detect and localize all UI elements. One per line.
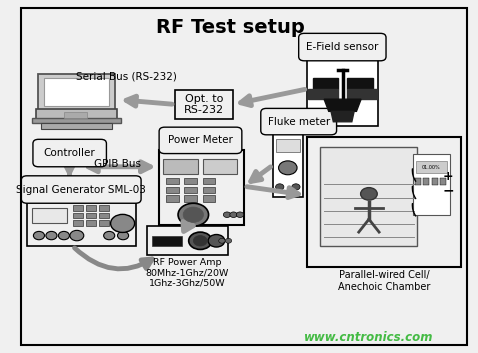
Text: Power Meter: Power Meter (168, 135, 233, 145)
Text: Parallel-wired Cell/
Anechoic Chamber: Parallel-wired Cell/ Anechoic Chamber (338, 270, 430, 292)
Text: www.cntronics.com: www.cntronics.com (304, 330, 434, 343)
Text: −: − (443, 184, 454, 197)
Bar (184, 178, 197, 184)
Circle shape (208, 234, 225, 247)
Circle shape (276, 184, 284, 190)
Bar (99, 205, 109, 210)
Circle shape (70, 231, 84, 241)
FancyBboxPatch shape (306, 137, 461, 267)
Circle shape (189, 232, 212, 250)
Polygon shape (308, 89, 338, 99)
Text: Fluke meter: Fluke meter (268, 116, 330, 127)
FancyBboxPatch shape (22, 176, 141, 203)
Text: GPIB Bus: GPIB Bus (94, 159, 141, 169)
Polygon shape (347, 89, 377, 99)
FancyBboxPatch shape (33, 139, 107, 167)
Circle shape (230, 212, 237, 217)
FancyBboxPatch shape (147, 226, 228, 255)
Bar (99, 220, 109, 226)
Bar (432, 178, 438, 185)
Bar (73, 220, 83, 226)
Text: +: + (443, 170, 454, 183)
Bar (165, 187, 178, 193)
FancyBboxPatch shape (33, 208, 67, 223)
Bar (165, 195, 178, 202)
Bar (86, 213, 96, 218)
Circle shape (193, 235, 207, 246)
Bar (203, 187, 216, 193)
Text: E-Field sensor: E-Field sensor (306, 42, 379, 52)
Circle shape (236, 212, 244, 217)
Bar (203, 178, 216, 184)
FancyBboxPatch shape (175, 90, 233, 119)
FancyBboxPatch shape (159, 150, 244, 225)
Bar (99, 213, 109, 218)
FancyBboxPatch shape (33, 118, 121, 123)
Bar (86, 220, 96, 226)
Bar (203, 195, 216, 202)
Text: Opt. to
RS-232: Opt. to RS-232 (184, 94, 224, 115)
FancyBboxPatch shape (203, 159, 237, 174)
FancyBboxPatch shape (273, 133, 303, 197)
Bar (73, 213, 83, 218)
Circle shape (58, 232, 69, 240)
Circle shape (225, 238, 232, 243)
Bar (424, 178, 429, 185)
FancyBboxPatch shape (415, 161, 447, 173)
Text: 01.00%: 01.00% (422, 164, 441, 170)
Bar (86, 205, 96, 210)
Text: Signal Generator SML-03: Signal Generator SML-03 (16, 185, 146, 195)
FancyBboxPatch shape (44, 78, 109, 106)
Circle shape (33, 232, 44, 240)
FancyBboxPatch shape (299, 33, 386, 61)
Bar (73, 205, 83, 210)
Circle shape (110, 214, 135, 232)
FancyBboxPatch shape (307, 58, 378, 126)
FancyBboxPatch shape (276, 139, 300, 152)
FancyBboxPatch shape (261, 108, 337, 135)
Text: RF Test setup: RF Test setup (156, 18, 304, 37)
Circle shape (279, 161, 297, 175)
Circle shape (178, 203, 208, 226)
FancyBboxPatch shape (413, 154, 450, 215)
FancyBboxPatch shape (22, 8, 467, 345)
Bar (184, 187, 197, 193)
Bar (415, 178, 421, 185)
Circle shape (292, 184, 300, 190)
Text: RF Power Amp
80Mhz-1Ghz/20W
1Ghz-3Ghz/50W: RF Power Amp 80Mhz-1Ghz/20W 1Ghz-3Ghz/50… (146, 258, 229, 288)
Polygon shape (313, 78, 338, 89)
Text: Controller: Controller (44, 148, 96, 158)
FancyBboxPatch shape (163, 159, 198, 174)
Circle shape (219, 238, 225, 243)
Circle shape (183, 207, 204, 222)
FancyBboxPatch shape (320, 147, 417, 246)
FancyBboxPatch shape (39, 74, 115, 110)
Circle shape (104, 232, 115, 240)
FancyBboxPatch shape (159, 127, 242, 154)
Bar (165, 178, 178, 184)
FancyBboxPatch shape (27, 202, 136, 246)
Text: Serial Bus (RS-232): Serial Bus (RS-232) (76, 71, 177, 82)
FancyBboxPatch shape (36, 109, 117, 119)
Polygon shape (331, 111, 354, 122)
Circle shape (360, 187, 377, 200)
FancyBboxPatch shape (41, 122, 112, 129)
Polygon shape (347, 78, 373, 89)
Circle shape (46, 232, 57, 240)
FancyBboxPatch shape (152, 235, 182, 246)
Circle shape (223, 212, 231, 217)
FancyBboxPatch shape (64, 112, 87, 118)
Bar (184, 195, 197, 202)
Circle shape (118, 232, 129, 240)
Bar (440, 178, 446, 185)
Polygon shape (324, 99, 361, 111)
